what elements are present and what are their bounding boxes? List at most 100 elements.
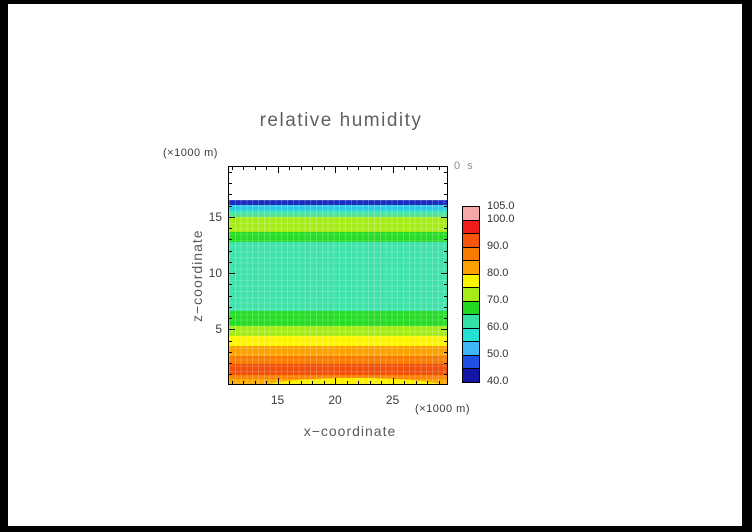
x-axis-unit-label: (×1000 m) xyxy=(415,403,470,415)
axis-tick xyxy=(229,306,232,308)
axis-tick xyxy=(358,167,359,170)
y-tick-label: 5 xyxy=(215,322,222,337)
heatmap-band xyxy=(229,241,447,312)
heatmap-band xyxy=(229,311,447,327)
axis-tick xyxy=(444,194,447,196)
colorbar-segment xyxy=(463,287,479,301)
colorbar-label: 105.0 xyxy=(487,200,515,212)
colorbar-segment xyxy=(463,233,479,247)
heatmap-band xyxy=(229,374,447,379)
axis-tick xyxy=(229,205,232,207)
axis-tick xyxy=(381,167,382,170)
y-axis-unit-label: (×1000 m) xyxy=(163,147,218,159)
axis-tick xyxy=(369,381,371,384)
y-tick-label: 15 xyxy=(208,209,222,224)
axis-tick xyxy=(427,167,428,170)
axis-tick xyxy=(229,318,232,319)
axis-tick xyxy=(300,381,302,384)
axis-tick xyxy=(229,351,232,353)
axis-tick xyxy=(231,167,233,170)
axis-tick xyxy=(444,261,447,263)
heatmap-band xyxy=(229,231,447,242)
x-tick-label: 15 xyxy=(270,393,285,407)
axis-tick xyxy=(427,381,428,384)
axis-tick xyxy=(444,318,447,319)
axis-tick xyxy=(444,374,447,376)
axis-tick xyxy=(229,239,232,241)
axis-tick xyxy=(254,381,256,384)
axis-tick xyxy=(229,261,232,263)
axis-tick xyxy=(229,374,232,376)
axis-tick xyxy=(229,295,232,297)
axis-tick xyxy=(346,167,348,170)
heatmap-band xyxy=(229,346,447,357)
heatmap-band xyxy=(229,216,447,232)
colorbar-segment xyxy=(463,341,479,355)
axis-tick xyxy=(381,381,382,384)
surface-humidity-patch xyxy=(264,378,445,384)
axis-tick xyxy=(229,171,232,173)
figure-canvas: relative humidity 0 s (×1000 m) z−coordi… xyxy=(8,4,742,526)
heatmap-band xyxy=(229,204,447,210)
axis-tick xyxy=(444,239,447,241)
heatmap-band xyxy=(229,213,447,217)
axis-tick xyxy=(289,381,290,384)
axis-tick xyxy=(444,228,447,229)
axis-tick xyxy=(346,381,348,384)
axis-tick xyxy=(289,167,290,170)
colorbar-label: 60.0 xyxy=(487,321,509,334)
heatmap-band xyxy=(229,326,447,337)
colorbar-segment xyxy=(463,354,479,369)
axis-ticks xyxy=(229,167,447,384)
axis-tick xyxy=(266,381,267,384)
axis-tick xyxy=(441,329,447,331)
axis-tick xyxy=(444,340,447,342)
axis-tick xyxy=(243,381,244,384)
colorbar-label: 70.0 xyxy=(487,294,509,307)
axis-tick xyxy=(229,340,232,342)
axis-tick xyxy=(438,381,440,384)
heatmap-band xyxy=(229,336,447,347)
axis-tick xyxy=(254,167,256,170)
axis-tick xyxy=(444,205,447,207)
axis-tick xyxy=(229,273,235,274)
colorbar-segment xyxy=(463,300,479,315)
axis-tick xyxy=(444,295,447,297)
axis-tick xyxy=(438,167,440,170)
axis-tick xyxy=(404,167,405,170)
colorbar-label: 90.0 xyxy=(487,240,509,253)
y-tick-label: 10 xyxy=(208,265,222,280)
colorbar-segment xyxy=(463,207,479,220)
heatmap-field xyxy=(228,166,448,385)
axis-tick xyxy=(369,167,371,170)
colorbar-segment xyxy=(463,246,479,261)
axis-tick xyxy=(300,167,302,170)
axis-tick xyxy=(229,228,232,229)
colorbar-segment xyxy=(463,273,479,288)
colorbar-segment xyxy=(463,219,479,234)
axis-tick xyxy=(277,167,279,173)
colorbar xyxy=(462,206,480,383)
axis-tick xyxy=(229,363,232,364)
axis-tick xyxy=(229,250,232,252)
colorbar-segment xyxy=(463,368,479,382)
colorbar-label: 80.0 xyxy=(487,267,509,280)
axis-tick xyxy=(312,167,313,170)
colorbar-label: 50.0 xyxy=(487,348,509,361)
axis-tick xyxy=(335,167,336,173)
axis-tick xyxy=(444,306,447,308)
axis-tick xyxy=(229,284,232,286)
axis-tick xyxy=(312,381,313,384)
axis-tick xyxy=(392,378,394,384)
axis-tick xyxy=(415,167,417,170)
axis-tick xyxy=(229,183,232,184)
x-tick-label: 25 xyxy=(385,393,400,407)
grid-mesh-overlay xyxy=(229,199,447,384)
axis-tick xyxy=(441,216,447,218)
colorbar-segment xyxy=(463,260,479,274)
axis-tick xyxy=(444,183,447,184)
chart-title: relative humidity xyxy=(259,110,423,131)
plot-area xyxy=(228,166,448,385)
axis-tick xyxy=(444,250,447,252)
axis-tick xyxy=(243,167,244,170)
